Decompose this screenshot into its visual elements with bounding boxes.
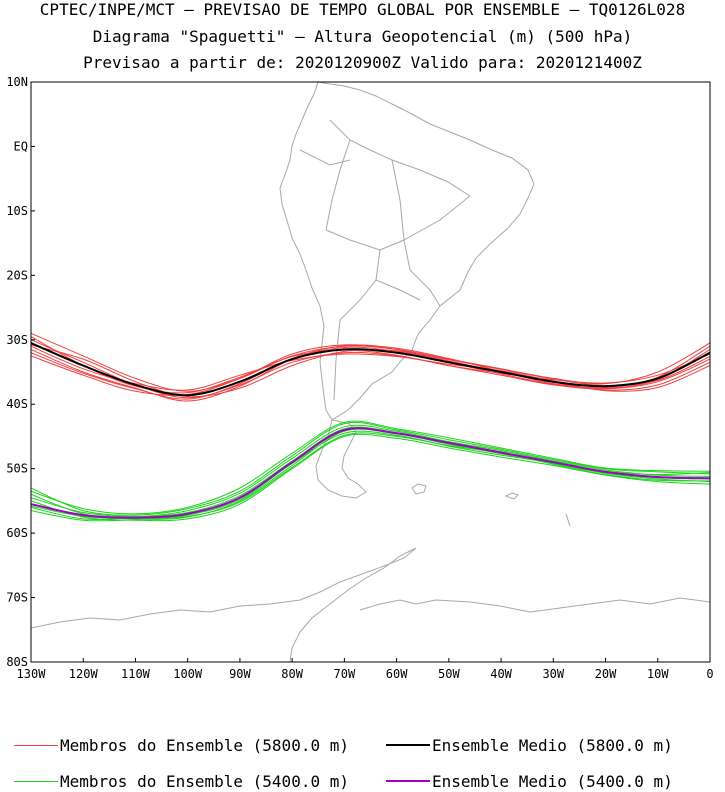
member-contour-5400 bbox=[31, 428, 710, 520]
member-contour-5400 bbox=[31, 420, 710, 515]
member-contour-5800 bbox=[31, 345, 710, 392]
country-borders bbox=[299, 119, 471, 401]
falkland-islands bbox=[411, 483, 427, 495]
y-tick-label: 80S bbox=[6, 655, 28, 669]
south-america-coastline bbox=[279, 82, 535, 421]
y-tick-label: 20S bbox=[6, 268, 28, 282]
x-tick-label: 60W bbox=[386, 667, 408, 681]
member-contour-5800 bbox=[31, 336, 710, 394]
x-tick-label: 40W bbox=[490, 667, 512, 681]
legend-item-members-5800: Membros do Ensemble (5800.0 m) bbox=[14, 734, 349, 756]
south-georgia bbox=[504, 492, 519, 500]
y-tick-label: 40S bbox=[6, 397, 28, 411]
title-line-3: Previsao a partir de: 2020120900Z Valido… bbox=[83, 53, 642, 72]
x-tick-label: 20W bbox=[595, 667, 617, 681]
member-contour-5400 bbox=[31, 433, 710, 522]
axis-ticks: 130W 120W 110W 100W 90W 80W 70W 60W 50W 40W 30W 20W… bbox=[6, 75, 713, 681]
y-tick-label: 60S bbox=[6, 526, 28, 540]
x-tick-label: 10W bbox=[647, 667, 669, 681]
x-tick-label: 50W bbox=[438, 667, 460, 681]
y-tick-label: 50S bbox=[6, 462, 28, 476]
x-tick-label: 110W bbox=[121, 667, 151, 681]
legend-label-members-5800: Membros do Ensemble (5800.0 m) bbox=[60, 735, 349, 755]
antarctica-coastline bbox=[31, 547, 710, 662]
legend-swatch-members-5400 bbox=[14, 780, 58, 782]
y-tick-label: 10N bbox=[6, 75, 28, 89]
legend-label-members-5400: Membros do Ensemble (5400.0 m) bbox=[60, 771, 349, 791]
contour-layer bbox=[31, 332, 710, 522]
y-tick-label: 10S bbox=[6, 204, 28, 218]
x-tick-label: 90W bbox=[229, 667, 251, 681]
legend-item-mean-5800: Ensemble Medio (5800.0 m) bbox=[386, 734, 673, 756]
legend-item-mean-5400: Ensemble Medio (5400.0 m) bbox=[386, 770, 673, 792]
legend-swatch-members-5800 bbox=[14, 744, 58, 746]
mean-contour-5800 bbox=[31, 342, 710, 397]
sandwich-islands bbox=[565, 513, 571, 527]
plot-frame bbox=[30, 81, 711, 663]
y-tick-label: 70S bbox=[6, 591, 28, 605]
member-contour-5400 bbox=[31, 421, 710, 516]
x-tick-label: 70W bbox=[334, 667, 356, 681]
x-tick-label: 80W bbox=[281, 667, 303, 681]
x-tick-label: 120W bbox=[69, 667, 99, 681]
legend-swatch-mean-5800 bbox=[386, 744, 430, 746]
title-line-1: CPTEC/INPE/MCT — PREVISAO DE TEMPO GLOBA… bbox=[39, 0, 686, 19]
member-contour-5800 bbox=[31, 346, 710, 402]
legend-item-members-5400: Membros do Ensemble (5400.0 m) bbox=[14, 770, 349, 792]
legend-swatch-mean-5400 bbox=[386, 780, 430, 782]
legend-label-mean-5400: Ensemble Medio (5400.0 m) bbox=[432, 771, 673, 791]
y-tick-label: EQ bbox=[14, 139, 28, 153]
patagonia-coastline bbox=[315, 419, 367, 499]
member-contour-5800 bbox=[31, 344, 710, 400]
legend-label-mean-5800: Ensemble Medio (5800.0 m) bbox=[432, 735, 673, 755]
x-tick-label: 30W bbox=[542, 667, 564, 681]
x-tick-label: 100W bbox=[173, 667, 203, 681]
title-line-2: Diagrama "Spaguetti" — Altura Geopotenci… bbox=[92, 27, 633, 46]
member-contour-5800 bbox=[31, 332, 710, 392]
x-tick-label: 0 bbox=[706, 667, 713, 681]
coastline-layer bbox=[31, 82, 710, 662]
mean-contour-5400 bbox=[31, 427, 710, 519]
x-tick-label: 130W bbox=[17, 667, 47, 681]
y-tick-label: 30S bbox=[6, 333, 28, 347]
